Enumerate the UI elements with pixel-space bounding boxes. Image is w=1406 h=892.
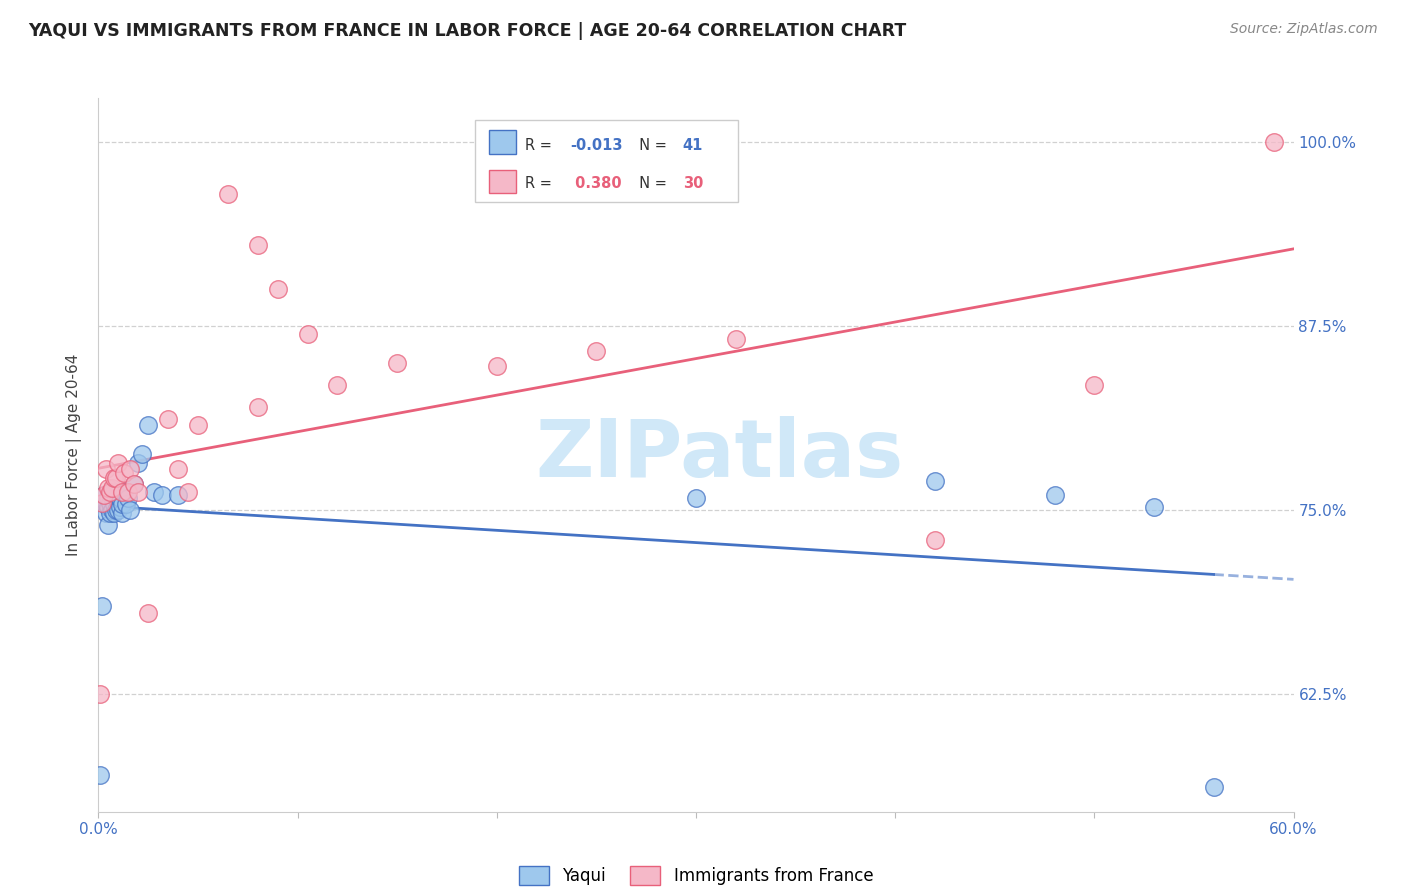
Point xyxy=(924,533,946,547)
Point xyxy=(685,491,707,506)
Point xyxy=(97,481,120,495)
Text: 0.380: 0.380 xyxy=(571,176,621,191)
Point xyxy=(136,606,159,620)
Bar xyxy=(489,130,516,154)
Point xyxy=(724,333,747,347)
Point xyxy=(267,282,290,296)
Point xyxy=(120,462,142,476)
Point xyxy=(1202,780,1225,794)
Point xyxy=(167,488,190,502)
Point xyxy=(91,599,114,613)
Point xyxy=(187,417,209,432)
Point xyxy=(101,481,124,495)
Point xyxy=(103,471,125,485)
Point xyxy=(1263,135,1285,149)
Y-axis label: In Labor Force | Age 20-64: In Labor Force | Age 20-64 xyxy=(66,354,83,556)
Point xyxy=(100,506,122,520)
Point xyxy=(91,496,114,510)
Text: R =: R = xyxy=(524,176,557,191)
Point xyxy=(100,496,122,510)
Point xyxy=(924,474,946,488)
Point xyxy=(101,491,124,506)
Point xyxy=(101,503,124,517)
Point xyxy=(167,462,190,476)
Text: N =: N = xyxy=(630,176,672,191)
Point xyxy=(97,491,120,506)
Point xyxy=(127,485,149,500)
Point xyxy=(117,485,139,500)
Point xyxy=(246,238,269,252)
Point xyxy=(136,417,159,432)
Point xyxy=(124,476,146,491)
Point xyxy=(93,496,115,510)
Point xyxy=(217,186,239,201)
Text: R =: R = xyxy=(524,138,557,153)
Legend: Yaqui, Immigrants from France: Yaqui, Immigrants from France xyxy=(519,866,873,886)
Point xyxy=(107,503,129,517)
Point xyxy=(177,485,200,500)
Point xyxy=(124,476,146,491)
Text: 30: 30 xyxy=(683,176,703,191)
Point xyxy=(127,456,149,470)
Text: -0.013: -0.013 xyxy=(571,138,623,153)
Point xyxy=(110,500,132,515)
Point xyxy=(103,497,125,511)
Point xyxy=(157,412,180,426)
Point xyxy=(97,517,120,532)
Bar xyxy=(489,169,516,194)
Point xyxy=(1143,500,1166,515)
Point xyxy=(150,488,173,502)
Point xyxy=(105,503,128,517)
Point xyxy=(111,506,134,520)
Point xyxy=(105,471,128,485)
Point xyxy=(120,503,142,517)
Point xyxy=(1043,488,1066,502)
Point xyxy=(107,456,129,470)
Text: ZIPatlas: ZIPatlas xyxy=(536,416,904,494)
FancyBboxPatch shape xyxy=(475,120,738,202)
Point xyxy=(117,491,139,506)
Point xyxy=(93,488,115,502)
Point xyxy=(93,488,115,502)
Point xyxy=(1083,378,1105,392)
Text: 41: 41 xyxy=(683,138,703,153)
Point xyxy=(385,356,409,370)
Text: N =: N = xyxy=(630,138,672,153)
Point xyxy=(115,497,138,511)
Point xyxy=(107,488,129,502)
Point xyxy=(105,491,128,506)
Point xyxy=(112,485,135,500)
Point xyxy=(89,687,111,701)
Point xyxy=(131,447,153,461)
Point xyxy=(110,491,132,506)
Point xyxy=(297,326,319,341)
Point xyxy=(103,485,125,500)
Point xyxy=(89,768,111,782)
Point xyxy=(100,485,122,500)
Point xyxy=(112,467,135,481)
Point xyxy=(485,359,508,373)
Point xyxy=(585,344,607,359)
Point xyxy=(96,496,118,510)
Point xyxy=(111,485,134,500)
Point xyxy=(246,400,269,414)
Point xyxy=(326,378,349,392)
Point xyxy=(100,485,122,500)
Point xyxy=(96,462,118,476)
Point xyxy=(103,506,125,520)
Text: Source: ZipAtlas.com: Source: ZipAtlas.com xyxy=(1230,22,1378,37)
Point xyxy=(97,500,120,515)
Text: YAQUI VS IMMIGRANTS FROM FRANCE IN LABOR FORCE | AGE 20-64 CORRELATION CHART: YAQUI VS IMMIGRANTS FROM FRANCE IN LABOR… xyxy=(28,22,907,40)
Point xyxy=(96,506,118,520)
Point xyxy=(111,497,134,511)
Point xyxy=(143,485,166,500)
